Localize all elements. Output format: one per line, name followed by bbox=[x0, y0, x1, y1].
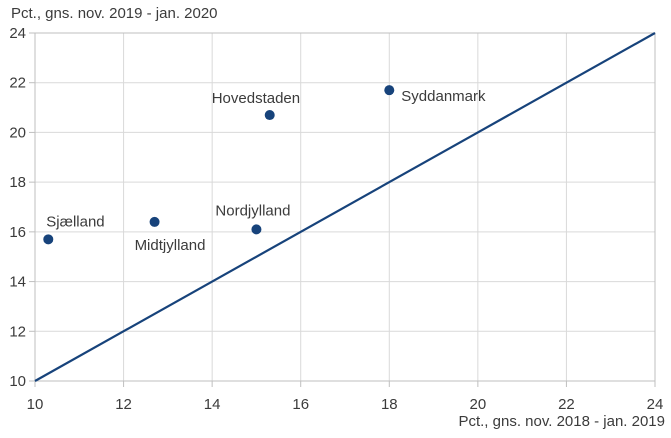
y-tick-label: 12 bbox=[9, 323, 26, 340]
x-tick-label: 16 bbox=[292, 396, 309, 413]
x-axis-title: Pct., gns. nov. 2018 - jan. 2019 bbox=[458, 413, 665, 430]
y-tick-label: 20 bbox=[9, 124, 26, 141]
data-point bbox=[384, 85, 395, 96]
data-point bbox=[149, 216, 160, 227]
data-point bbox=[264, 110, 275, 121]
x-tick-label: 10 bbox=[27, 396, 44, 413]
y-tick-label: 10 bbox=[9, 373, 26, 390]
data-point-label: Hovedstaden bbox=[212, 90, 300, 107]
data-point-label: Syddanmark bbox=[401, 88, 486, 105]
data-point bbox=[43, 234, 54, 245]
data-point bbox=[251, 224, 262, 235]
y-tick-label: 22 bbox=[9, 75, 26, 92]
y-tick-label: 24 bbox=[9, 25, 26, 42]
data-point-label: Sjælland bbox=[46, 213, 104, 230]
identity-line bbox=[34, 32, 656, 382]
x-tick-label: 12 bbox=[115, 396, 132, 413]
data-point-label: Nordjylland bbox=[215, 202, 290, 219]
x-tick-label: 18 bbox=[381, 396, 398, 413]
y-tick-label: 18 bbox=[9, 174, 26, 191]
y-tick-label: 16 bbox=[9, 224, 26, 241]
plot-border bbox=[34, 32, 656, 382]
y-axis-title: Pct., gns. nov. 2019 - jan. 2020 bbox=[11, 5, 218, 22]
data-point-label: Midtjylland bbox=[135, 237, 206, 254]
x-tick-label: 22 bbox=[558, 396, 575, 413]
x-tick-label: 20 bbox=[470, 396, 487, 413]
y-tick-label: 14 bbox=[9, 274, 26, 291]
x-tick-label: 24 bbox=[647, 396, 664, 413]
x-tick-label: 14 bbox=[204, 396, 221, 413]
